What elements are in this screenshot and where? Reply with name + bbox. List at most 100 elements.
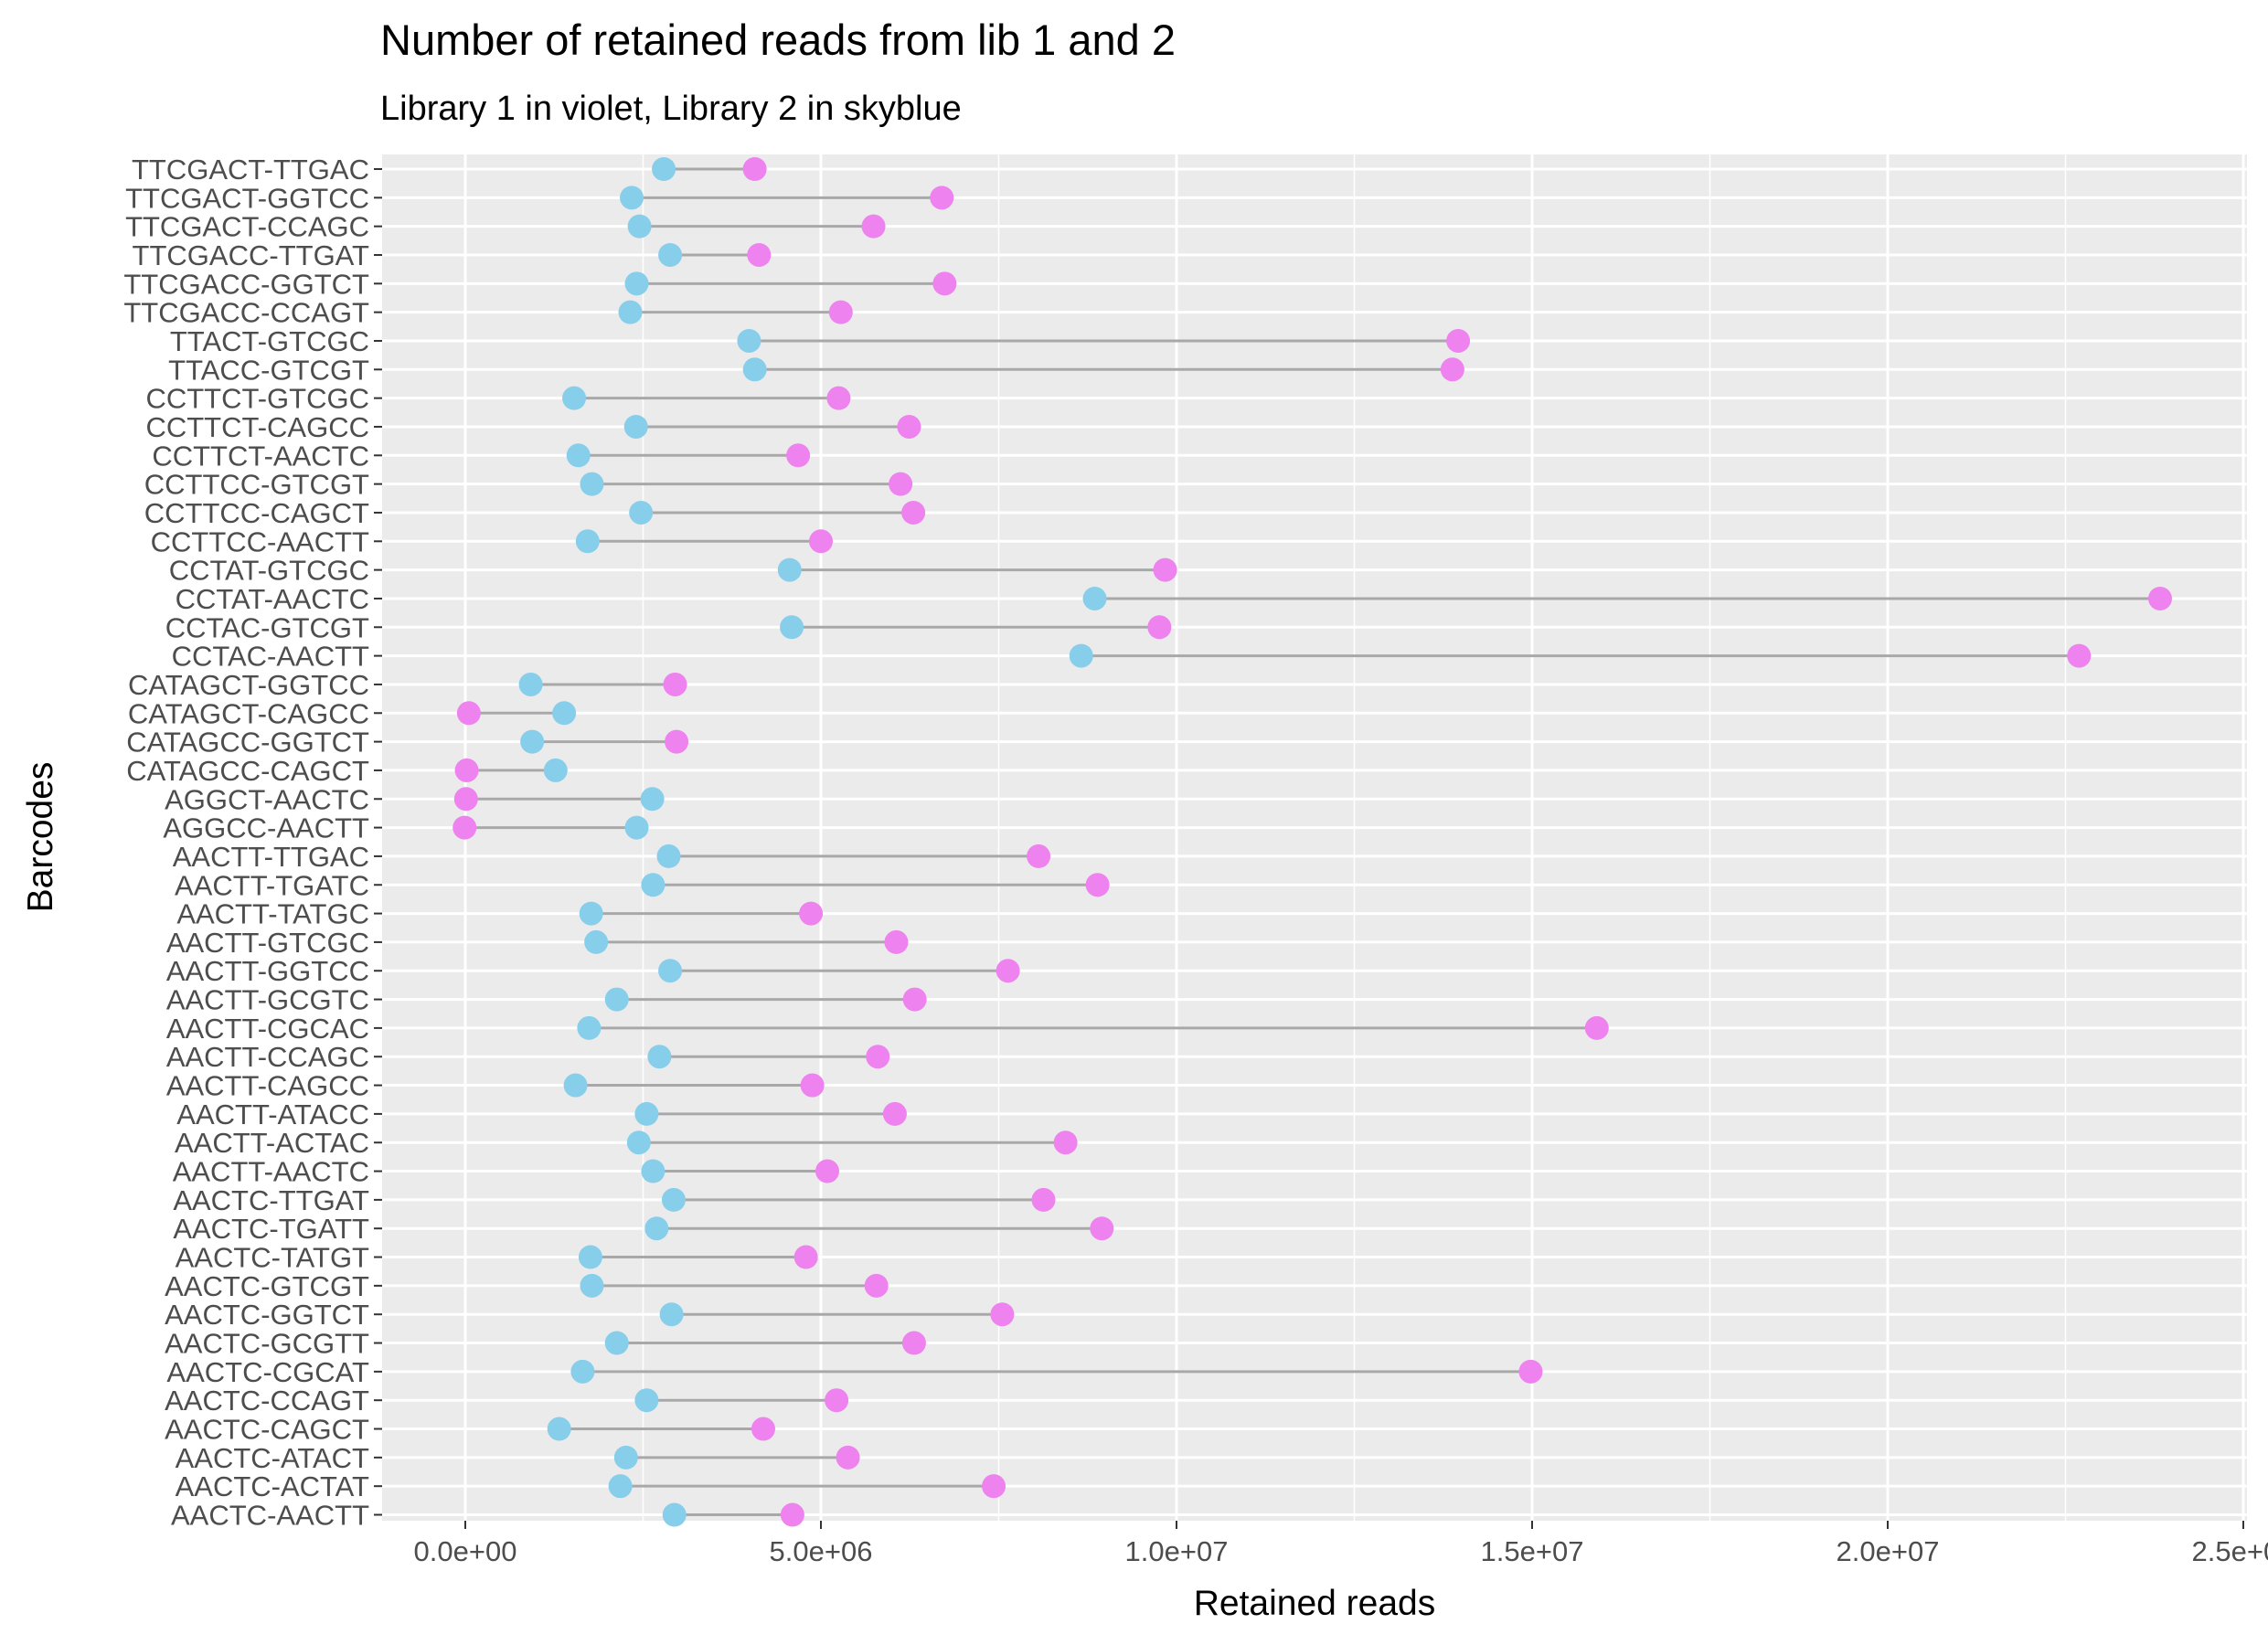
lib2-point	[627, 214, 652, 239]
minor-gridlines	[642, 154, 2067, 1521]
y-tick-label: AACTC-GCGTT	[165, 1328, 369, 1360]
dumbbell-segments	[464, 167, 2160, 1517]
lib2-point	[652, 157, 676, 181]
y-tick-label: CATAGCC-GGTCT	[126, 727, 369, 759]
lib2-point	[634, 1101, 659, 1126]
lib1-point	[663, 672, 687, 696]
lib1-point	[456, 701, 481, 726]
x-axis-title: Retained reads	[1194, 1584, 1436, 1623]
lib1-point	[1153, 557, 1177, 582]
chart-title: Number of retained reads from lib 1 and …	[380, 16, 1176, 64]
lib1-point	[889, 472, 913, 496]
y-tick-label: AACTT-AACTC	[173, 1156, 369, 1188]
lib2-point	[552, 701, 577, 726]
y-tick-label: CCTAC-GTCGT	[165, 611, 369, 643]
lib1-point	[454, 758, 479, 782]
y-tick-label: AACTT-TGATC	[175, 869, 369, 901]
lib1-point	[2147, 586, 2172, 610]
y-axis-title: Barcodes	[21, 762, 60, 913]
lib1-point	[742, 157, 767, 181]
y-tick-label: CCTTCC-AACTT	[151, 525, 369, 557]
lib2-point	[584, 929, 609, 954]
y-tick-label: AACTC-CAGCT	[165, 1414, 369, 1446]
lib2-point	[658, 242, 683, 267]
lib2-point	[624, 271, 649, 296]
y-tick-label: CATAGCT-GGTCC	[128, 669, 369, 701]
lib1-point	[864, 1273, 889, 1298]
lib2-point	[624, 815, 649, 840]
lib1-point	[861, 214, 886, 239]
lib2-point	[634, 1388, 659, 1413]
lib2-point	[577, 1015, 602, 1040]
lib1-point	[826, 386, 851, 410]
lib2-point	[562, 386, 587, 410]
lib1-point	[882, 1101, 907, 1126]
y-tick-label: CCTTCT-CAGCC	[145, 411, 369, 443]
y-tick-label: AACTC-AACTT	[171, 1500, 369, 1532]
lib1-point	[453, 787, 478, 812]
lib2-point	[661, 1187, 686, 1212]
y-tick-label: AACTC-GGTCT	[165, 1299, 369, 1331]
lib2-point	[578, 1245, 602, 1269]
lib1-point	[901, 1331, 926, 1355]
lib1-point	[1085, 873, 1110, 897]
y-tick-label: AACTC-GTCGT	[165, 1270, 369, 1302]
lib1-point	[453, 815, 477, 840]
y-tick-label: AACTC-TTGAT	[173, 1184, 369, 1216]
lib2-point	[623, 414, 648, 439]
lib1-point	[1027, 844, 1051, 868]
x-tick-label: 1.5e+07	[1481, 1535, 1584, 1567]
lib1-point	[828, 300, 853, 324]
y-tick-label: AACTT-GGTCC	[166, 955, 369, 987]
y-tick-label: CCTAT-GTCGC	[169, 555, 369, 587]
lib1-points	[453, 157, 2172, 1527]
lib1-point	[902, 987, 927, 1012]
lib2-point	[566, 443, 591, 468]
y-tick-label: AACTC-ACTAT	[176, 1470, 369, 1502]
x-axis: 0.0e+00 5.0e+06 1.0e+07 1.5e+07 2.0e+07 2.5e+…	[414, 1521, 2268, 1567]
lib1-point	[786, 443, 811, 468]
lib2-point	[644, 1216, 669, 1241]
y-tick-label: CCTTCC-CAGCT	[144, 497, 369, 529]
y-tick-label: AACTT-TATGC	[176, 898, 369, 930]
y-tick-label: AACTT-CCAGC	[166, 1041, 369, 1073]
y-tick-label: CCTAC-AACTT	[172, 641, 369, 673]
lib1-point	[809, 529, 833, 554]
lib2-points	[518, 157, 1107, 1527]
lib2-point	[737, 328, 761, 353]
y-tick-label: TTCGACC-GGTCT	[123, 268, 369, 300]
y-tick-label: AACTT-CAGCC	[166, 1070, 369, 1102]
y-tick-label: AACTT-ACTAC	[175, 1127, 369, 1159]
y-tick-label: AACTT-CGCAC	[166, 1013, 369, 1045]
lib1-point	[793, 1245, 818, 1269]
lib1-point	[1446, 328, 1471, 353]
lib2-point	[618, 300, 643, 324]
y-tick-label: AACTC-ATACT	[176, 1442, 369, 1474]
y-tick-label: TTACT-GTCGC	[170, 325, 369, 357]
y-tick-label: TTCGACC-CCAGT	[123, 297, 369, 329]
y-tick-label: AGGCC-AACTT	[163, 812, 369, 844]
lib2-point	[608, 1474, 633, 1499]
lib2-point	[659, 1302, 684, 1327]
lib1-point	[836, 1445, 860, 1470]
plot-panel	[382, 154, 2247, 1521]
x-tick-label: 2.5e+07	[2192, 1535, 2268, 1567]
lib2-point	[656, 844, 681, 868]
y-tick-label: AACTT-GTCGC	[166, 927, 369, 959]
lib2-point	[580, 1273, 604, 1298]
lib1-point	[1147, 615, 1172, 640]
y-tick-label: AACTT-ATACC	[176, 1098, 369, 1130]
lib1-point	[884, 929, 909, 954]
lib2-point	[570, 1359, 595, 1384]
y-tick-label: CCTTCT-AACTC	[152, 440, 369, 472]
y-tick-label: CCTAT-AACTC	[176, 583, 369, 615]
lib1-point	[1090, 1216, 1114, 1241]
lib2-point	[579, 901, 603, 926]
lib2-point	[742, 357, 767, 382]
y-tick-label: TTCGACT-GGTCC	[125, 182, 369, 214]
lib2-point	[604, 1331, 629, 1355]
lib2-point	[547, 1417, 571, 1441]
lib1-point	[1584, 1015, 1609, 1040]
lib2-point	[777, 557, 802, 582]
